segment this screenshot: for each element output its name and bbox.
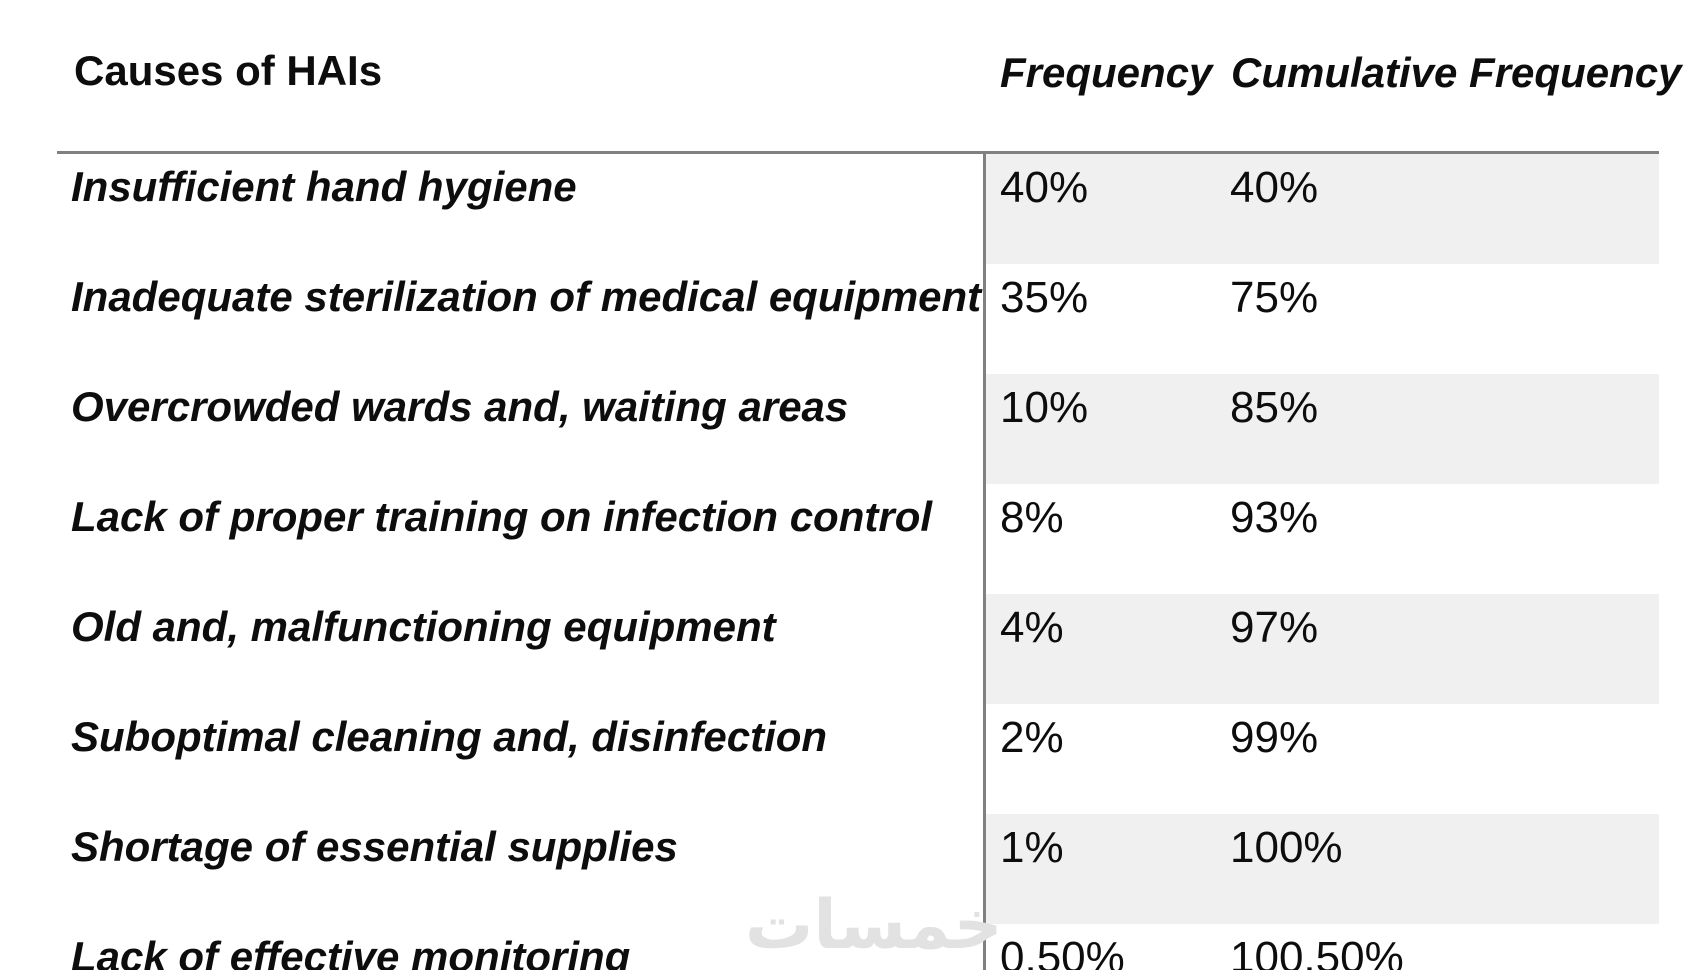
cause-cell: Inadequate sterilization of medical equi… [71,273,982,320]
frequency-value: 40% [1000,163,1089,212]
frequency-column-header: Frequency [1000,49,1213,96]
cumulative-frequency-value: 97% [1230,603,1319,652]
values-cell: 10% 85% [986,374,1659,484]
table-row: Suboptimal cleaning and, disinfection 2%… [0,704,1700,814]
cumulative-frequency-value: 75% [1230,273,1319,322]
khamsat-watermark: خمسات [745,886,1003,965]
frequency-value: 10% [1000,383,1089,432]
values-cell: 8% 93% [986,484,1659,594]
cumulative-frequency-value: 100.50% [1230,933,1404,970]
table-row: Lack of proper training on infection con… [0,484,1700,594]
cause-cell: Lack of proper training on infection con… [71,493,933,540]
cause-cell: Insufficient hand hygiene [71,163,577,210]
table-row: Shortage of essential supplies 1% 100% [0,814,1700,924]
values-cell: 40% 40% [986,154,1659,264]
frequency-value: 35% [1000,273,1089,322]
table-row: Insufficient hand hygiene 40% 40% [0,154,1700,264]
frequency-value: 4% [1000,603,1064,652]
table-row: Lack of effective monitoring 0.50% 100.5… [0,924,1700,970]
cumulative-frequency-value: 93% [1230,493,1319,542]
cumulative-frequency-value: 40% [1230,163,1319,212]
cause-cell: Old and, malfunctioning equipment [71,603,776,650]
table-row: Overcrowded wards and, waiting areas 10%… [0,374,1700,484]
frequency-value: 2% [1000,713,1064,762]
cumulative-frequency-value: 85% [1230,383,1319,432]
values-cell: 1% 100% [986,814,1659,924]
frequency-value: 1% [1000,823,1064,872]
header-divider-line [57,151,1659,154]
column-divider-line [983,153,986,970]
cause-cell: Overcrowded wards and, waiting areas [71,383,849,430]
cause-cell: Shortage of essential supplies [71,823,678,870]
values-cell: 35% 75% [986,264,1659,374]
table-row: Old and, malfunctioning equipment 4% 97% [0,594,1700,704]
cumulative-frequency-value: 99% [1230,713,1319,762]
cause-cell: Suboptimal cleaning and, disinfection [71,713,828,760]
cumulative-frequency-column-header: Cumulative Frequency [1231,49,1682,96]
table-row: Inadequate sterilization of medical equi… [0,264,1700,374]
frequency-value: 0.50% [1000,933,1125,970]
values-cell: 4% 97% [986,594,1659,704]
frequency-value: 8% [1000,493,1064,542]
cumulative-frequency-value: 100% [1230,823,1343,872]
causes-column-header: Causes of HAIs [74,47,383,94]
values-cell: 2% 99% [986,704,1659,814]
values-cell: 0.50% 100.50% [986,924,1659,970]
table-body: Insufficient hand hygiene 40% 40% Inadeq… [0,154,1700,970]
cause-cell: Lack of effective monitoring [71,933,631,970]
